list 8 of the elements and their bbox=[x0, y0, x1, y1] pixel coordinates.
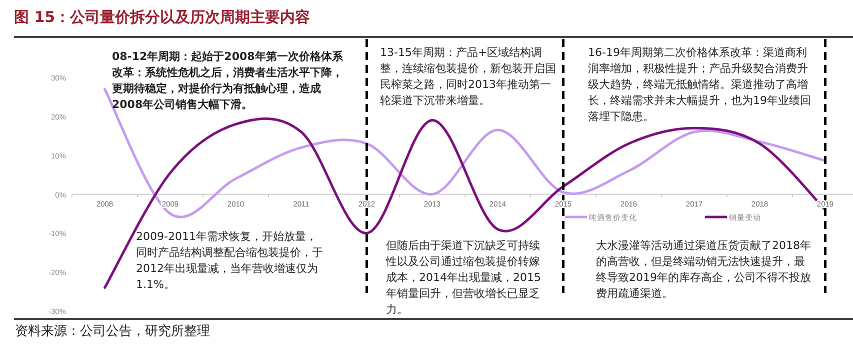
annotation: 13-15年周期：产品+区域结构调整，连续缩包装提价，新包装开启国民榨菜之路，同时2013年推动第一轮渠道下沉带来增量。 bbox=[380, 45, 556, 109]
text: 资料来源：公司公告，研究所整理 bbox=[15, 323, 211, 341]
annotation: 但随后由于渠道下沉缺乏可持续性以及公司通过缩包装提价转嫁成本，2014年出现量减，2015年销量回升，但营收增长已显乏力。 bbox=[386, 238, 542, 318]
annotation: 08-12年周期：起始于2008年第一次价格体系改革：系统性危机之后，消费者生活水平下降，更期待稳定，对提价行为有抵触心理，造成2008年公司销售大幅下滑。 bbox=[112, 49, 344, 113]
annotation: 大水漫灌等活动通过渠道压货贡献了2018年的高营收，但是终端动销无法快速提升，最终导致2019年的库存高企，公司不得不投放费用疏通渠道。 bbox=[596, 238, 811, 302]
chart-title: 图 15：公司量价拆分以及历次周期主要内容 bbox=[14, 8, 310, 27]
annotation: 2009-2011年需求恢复，开始放量，同时产品结构调整配合缩包装提价，于2012年出现量减，当年营收增速仅为1.1%。 bbox=[136, 229, 324, 293]
annotation: 16-19年周期第二次价格体系改革：渠道商利润率增加，积极性提升；产品升级契合消费升级大趋势，终端无抵触情绪。渠道推动了高增长，终端需求并未大幅提升，也为19年业绩回落埋下隐患。 bbox=[588, 45, 812, 125]
